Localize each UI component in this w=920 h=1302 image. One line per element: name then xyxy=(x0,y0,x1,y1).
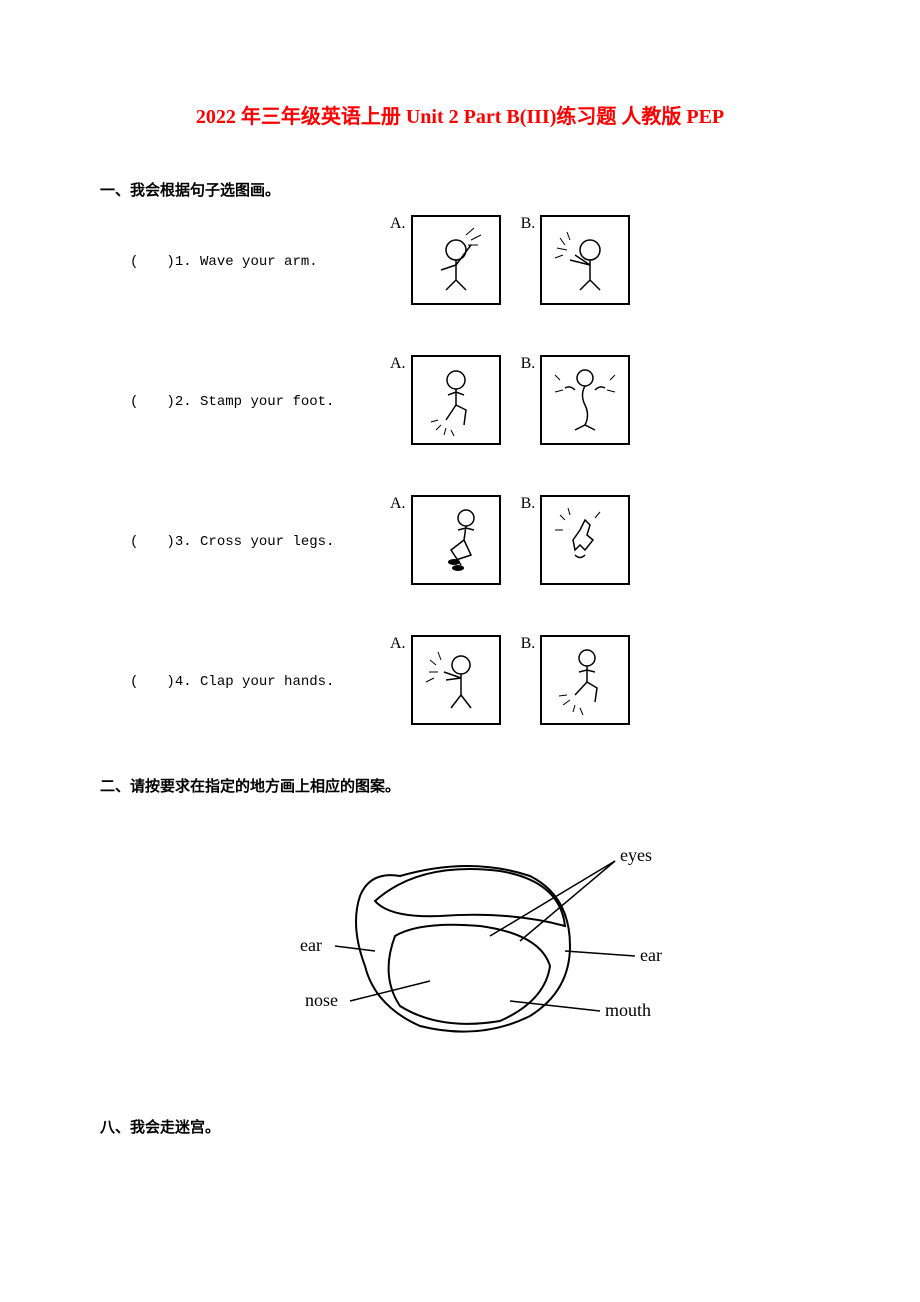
q2-text: Stamp your foot. xyxy=(200,394,334,410)
section-2: 二、请按要求在指定的地方画上相应的图案。 eyes ear ear xyxy=(100,775,820,1066)
q2-label-a: A. xyxy=(390,355,406,373)
document-title: 2022 年三年级英语上册 Unit 2 Part B(III)练习题 人教版 … xyxy=(100,100,820,129)
section-1-header: 一、我会根据句子选图画。 xyxy=(100,179,820,200)
q2-image-a xyxy=(411,355,501,445)
face-diagram: eyes ear ear nose mouth xyxy=(220,826,700,1066)
stamp-foot-icon-2 xyxy=(545,640,625,720)
q3-choice-a: A. xyxy=(390,495,501,585)
q3-image-a xyxy=(411,495,501,585)
q4-bracket: ( ) xyxy=(130,674,175,690)
question-row-4: ( )4. Clap your hands. A. B. xyxy=(100,635,820,725)
q3-choice-b: B. xyxy=(521,495,631,585)
q3-choices: A. B. xyxy=(390,495,630,585)
q4-choice-b: B. xyxy=(521,635,631,725)
q4-text: Clap your hands. xyxy=(200,674,334,690)
q2-label-b: B. xyxy=(521,355,536,373)
q1-bracket: ( ) xyxy=(130,254,175,270)
q1-choice-b: B. xyxy=(521,215,631,305)
section-2-header: 二、请按要求在指定的地方画上相应的图案。 xyxy=(100,775,820,796)
q2-image-b xyxy=(540,355,630,445)
q4-choice-a: A. xyxy=(390,635,501,725)
face-diagram-container: eyes ear ear nose mouth xyxy=(100,826,820,1066)
q1-image-a xyxy=(411,215,501,305)
question-row-3: ( )3. Cross your legs. A. B. xyxy=(100,495,820,585)
q1-num: 1. xyxy=(175,254,192,270)
wave-arm-icon xyxy=(416,220,496,300)
question-2-text: ( )2. Stamp your foot. xyxy=(130,390,390,410)
clap-hands-icon-2 xyxy=(416,640,496,720)
q1-label-a: A. xyxy=(390,215,406,233)
q1-choice-a: A. xyxy=(390,215,501,305)
q2-choice-a: A. xyxy=(390,355,501,445)
q1-image-b xyxy=(540,215,630,305)
question-3-text: ( )3. Cross your legs. xyxy=(130,530,390,550)
clap-hands-icon xyxy=(545,220,625,300)
q1-label-b: B. xyxy=(521,215,536,233)
q4-image-b xyxy=(540,635,630,725)
section-8-header: 八、我会走迷宫。 xyxy=(100,1116,820,1137)
question-row-2: ( )2. Stamp your foot. A. B. xyxy=(100,355,820,445)
q1-choices: A. B. xyxy=(390,215,630,305)
cross-legs-icon xyxy=(416,500,496,580)
question-1-text: ( )1. Wave your arm. xyxy=(130,250,390,270)
q4-label-a: A. xyxy=(390,635,406,653)
q3-label-a: A. xyxy=(390,495,406,513)
q4-num: 4. xyxy=(175,674,192,690)
snap-fingers-icon xyxy=(545,500,625,580)
label-eyes: eyes xyxy=(620,845,652,865)
q2-num: 2. xyxy=(175,394,192,410)
shake-body-icon xyxy=(545,360,625,440)
q4-image-a xyxy=(411,635,501,725)
q4-choices: A. B. xyxy=(390,635,630,725)
label-mouth: mouth xyxy=(605,1000,651,1020)
label-nose: nose xyxy=(305,990,338,1010)
q3-label-b: B. xyxy=(521,495,536,513)
q3-bracket: ( ) xyxy=(130,534,175,550)
label-ear-right: ear xyxy=(640,945,662,965)
q3-image-b xyxy=(540,495,630,585)
question-4-text: ( )4. Clap your hands. xyxy=(130,670,390,690)
q2-bracket: ( ) xyxy=(130,394,175,410)
q1-text: Wave your arm. xyxy=(200,254,318,270)
q2-choice-b: B. xyxy=(521,355,631,445)
question-row-1: ( )1. Wave your arm. A. B. xyxy=(100,215,820,305)
stamp-foot-icon xyxy=(416,360,496,440)
section-8: 八、我会走迷宫。 xyxy=(100,1116,820,1137)
q4-label-b: B. xyxy=(521,635,536,653)
q3-text: Cross your legs. xyxy=(200,534,334,550)
label-ear-left: ear xyxy=(300,935,322,955)
q3-num: 3. xyxy=(175,534,192,550)
q2-choices: A. B. xyxy=(390,355,630,445)
